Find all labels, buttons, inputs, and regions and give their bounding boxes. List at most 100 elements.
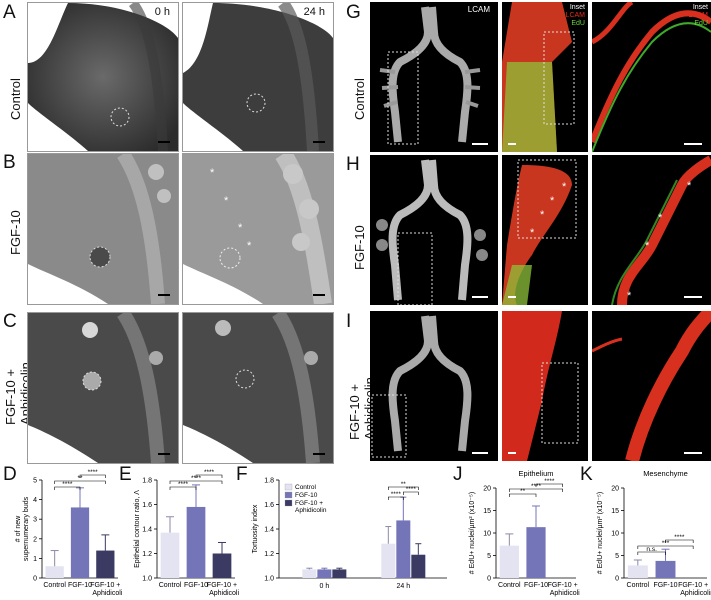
significance-label: ** (401, 481, 407, 488)
inset-legend: Inset LCAM EdU (689, 4, 708, 28)
significance-label: **** (178, 481, 189, 488)
asterisk-marker: * (627, 290, 632, 302)
scale-bar (684, 452, 702, 454)
legend-swatch (284, 483, 293, 491)
image-g-inset: Inset LCAM EdU (502, 2, 588, 152)
row-label-fgf10-aph-line1: FGF-10 + (347, 384, 362, 440)
edu-label: EdU (694, 20, 708, 27)
significance-bracket (54, 480, 106, 484)
asterisk-marker: * (562, 181, 567, 193)
significance-bracket (637, 551, 666, 555)
significance-label: n.s. (646, 546, 657, 553)
image-c-24h (182, 312, 334, 464)
time-label-0h: 0 h (154, 6, 170, 18)
significance-bracket (637, 545, 694, 549)
asterisk-marker: * (550, 195, 555, 207)
panel-letter-b: B (3, 152, 16, 173)
chart-j: 0 5 10 15 20 # EdU+ nuclei/µm² (x10⁻⁵) Epithel… (469, 469, 580, 597)
asterisk-marker: * (247, 240, 252, 252)
y-tick-label: 1 (33, 556, 37, 563)
significance-bracket (509, 493, 537, 497)
image-g-zoom: Inset LCAM EdU (592, 2, 711, 152)
significance-bracket (54, 486, 81, 490)
panel-letter-d: D (3, 464, 17, 485)
x-tick-label: Aphidicolin (680, 590, 711, 597)
legend-swatch (284, 499, 293, 507)
x-tick-label: 0 h (319, 583, 329, 590)
scale-bar (158, 141, 170, 143)
scale-bar (158, 453, 170, 455)
x-tick-label: Aphidicolin (209, 590, 239, 597)
y-tick-label: 15 (611, 508, 619, 515)
y-tick-label: 1.8 (142, 478, 152, 485)
significance-label: **** (191, 475, 202, 482)
row-label-control-right: Control (352, 78, 367, 120)
x-tick-label: FGF-10 (653, 582, 677, 589)
y-tick-label: 1.4 (142, 527, 152, 534)
x-tick-label: FGF-10 (68, 582, 92, 589)
legend-label: FGF-10 + (295, 500, 323, 507)
x-tick-label: 24 h (397, 583, 411, 590)
inset-title: Inset (692, 4, 708, 11)
image-i-zoom (592, 311, 711, 461)
edu-label: EdU (571, 20, 585, 27)
x-tick-label: FGF-10 + (90, 582, 120, 589)
image-h-lcam (370, 155, 498, 305)
row-label-fgf10-aph-line1: FGF-10 + (3, 369, 18, 425)
significance-label: **** (88, 469, 99, 476)
row-label-control-left: Control (8, 78, 23, 120)
panel-letter-e: E (119, 464, 132, 485)
row-label-fgf10-left: FGF-10 (8, 210, 23, 255)
significance-label: **** (62, 481, 73, 488)
x-tick-label: Control (627, 582, 650, 589)
lcam-red-label: LCAM (565, 12, 585, 19)
significance-bracket (403, 491, 419, 495)
y-tick-label: 5 (33, 478, 37, 485)
scale-bar (313, 294, 325, 296)
chart-title: Epithelium (518, 469, 553, 478)
panel-letter-g: G (346, 2, 361, 23)
image-a-24h: 24 h (182, 2, 334, 152)
inset-title: Inset (569, 4, 585, 11)
bar (411, 554, 426, 578)
y-tick-label: 5 (487, 553, 491, 560)
y-tick-label: 1.6 (142, 502, 152, 509)
y-tick-label: 0 (487, 576, 491, 583)
y-axis-label: Epithelial contour ratio, Λ (134, 490, 141, 568)
panel-letter-a: A (3, 2, 16, 23)
image-a-0h: 0 h (27, 2, 179, 152)
inset-legend: Inset LCAM EdU (566, 4, 585, 28)
bar (655, 560, 676, 578)
y-tick-label: 20 (611, 486, 619, 493)
y-tick-label: 5 (615, 553, 619, 560)
bar (332, 569, 347, 578)
significance-bracket (388, 496, 404, 500)
legend-label: Control (295, 484, 317, 491)
bar (381, 543, 396, 578)
significance-bracket (509, 488, 563, 492)
x-tick-label: FGF-10 + (207, 582, 237, 589)
time-label-24h: 24 h (303, 6, 325, 18)
panel-letter-h: H (346, 154, 360, 175)
significance-label: ** (520, 488, 526, 495)
bar (212, 553, 232, 578)
bar (302, 569, 317, 578)
asterisk-marker: * (658, 212, 663, 224)
image-h-zoom: * * * * (592, 155, 711, 305)
scale-bar (313, 141, 325, 143)
y-axis-label: # EdU+ nuclei/µm² (x10⁻⁵) (597, 492, 604, 574)
x-tick-label: Aphidicolin (550, 590, 580, 597)
panel-letter-i: I (346, 311, 352, 332)
significance-bracket (388, 486, 419, 490)
scale-bar (508, 143, 516, 145)
scale-bar (508, 296, 516, 298)
bar (396, 520, 411, 578)
chart-title: Mesenchyme (643, 469, 688, 478)
bar (317, 569, 332, 578)
chart-k: 0 5 10 15 20 # EdU+ nuclei/µm² (x10⁻⁵) Mesench… (597, 469, 711, 597)
legend-swatch (284, 491, 293, 499)
significance-label: **** (204, 469, 215, 476)
y-tick-label: 15 (483, 508, 491, 515)
